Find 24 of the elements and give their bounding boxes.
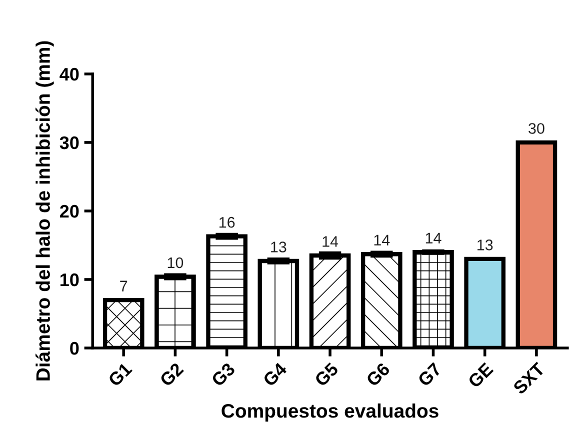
x-tick-label: G3 (210, 362, 236, 388)
x-tick-label: G7 (417, 362, 442, 388)
data-label: 13 (478, 240, 493, 250)
y-tick-label: 10 (60, 273, 79, 286)
y-tick-label: 0 (70, 342, 79, 355)
x-tick-label: G2 (159, 362, 184, 388)
x-tick-label: G5 (314, 362, 340, 388)
data-label: 14 (426, 232, 442, 244)
x-tick-label: G6 (365, 362, 391, 388)
x-axis-title: Compuestos evaluados (222, 403, 438, 422)
y-axis-title: Diámetro del halo de inhibición (mm) (36, 41, 54, 380)
data-label: 16 (219, 216, 235, 228)
data-label: 10 (168, 257, 184, 268)
x-tick-label: G1 (107, 362, 133, 388)
data-label: 13 (271, 242, 286, 252)
data-label: 30 (528, 123, 544, 134)
data-label: 14 (374, 234, 390, 246)
y-tick-label: 20 (60, 204, 79, 218)
y-tick-label: 30 (60, 136, 79, 150)
data-label: 14 (322, 236, 338, 247)
x-tick-label: G4 (262, 362, 288, 388)
y-tick-label: 40 (60, 68, 79, 81)
x-tick-label: GE (467, 362, 494, 388)
data-label: 7 (120, 280, 128, 292)
